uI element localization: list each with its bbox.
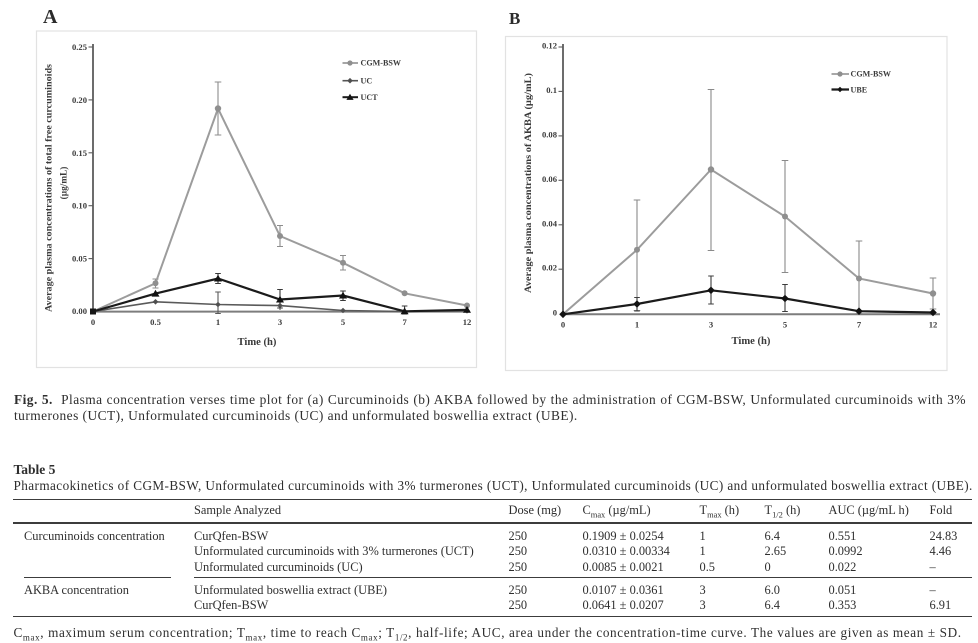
svg-text:Average plasma concentrations: Average plasma concentrations of AKBA (µ…	[523, 73, 534, 293]
svg-text:0: 0	[91, 317, 95, 327]
svg-text:0: 0	[553, 307, 557, 317]
svg-text:1: 1	[216, 317, 220, 327]
svg-text:0.04: 0.04	[542, 218, 558, 228]
svg-text:0.1: 0.1	[546, 85, 557, 95]
svg-text:5: 5	[783, 320, 787, 330]
svg-text:0.15: 0.15	[72, 148, 87, 158]
svg-text:Time (h): Time (h)	[732, 336, 771, 347]
svg-text:0.5: 0.5	[150, 317, 161, 327]
svg-text:UC: UC	[361, 77, 373, 86]
svg-text:0.25: 0.25	[72, 42, 87, 52]
svg-text:UCT: UCT	[361, 93, 379, 102]
svg-text:0.20: 0.20	[72, 95, 87, 105]
svg-text:(µg/mL): (µg/mL)	[59, 167, 70, 200]
svg-text:0.05: 0.05	[72, 254, 87, 264]
svg-text:0.00: 0.00	[72, 306, 87, 316]
svg-text:7: 7	[402, 317, 407, 327]
svg-text:UBE: UBE	[851, 85, 868, 94]
svg-text:7: 7	[857, 320, 862, 330]
svg-text:0: 0	[561, 320, 565, 330]
svg-text:CGM-BSW: CGM-BSW	[851, 70, 891, 79]
svg-text:12: 12	[929, 320, 938, 330]
svg-text:Average plasma concentrations: Average plasma concentrations of total f…	[45, 64, 55, 312]
svg-text:CGM-BSW: CGM-BSW	[361, 59, 401, 68]
svg-text:1: 1	[635, 320, 639, 330]
svg-text:0.02: 0.02	[542, 263, 557, 273]
svg-text:0.12: 0.12	[542, 41, 557, 51]
svg-text:12: 12	[463, 317, 472, 327]
svg-text:3: 3	[709, 320, 713, 330]
svg-text:5: 5	[341, 317, 345, 327]
svg-text:0.10: 0.10	[72, 201, 87, 211]
svg-text:3: 3	[278, 317, 282, 327]
svg-text:0.06: 0.06	[542, 174, 558, 184]
svg-text:0.08: 0.08	[542, 129, 558, 139]
svg-text:Time (h): Time (h)	[238, 337, 277, 348]
